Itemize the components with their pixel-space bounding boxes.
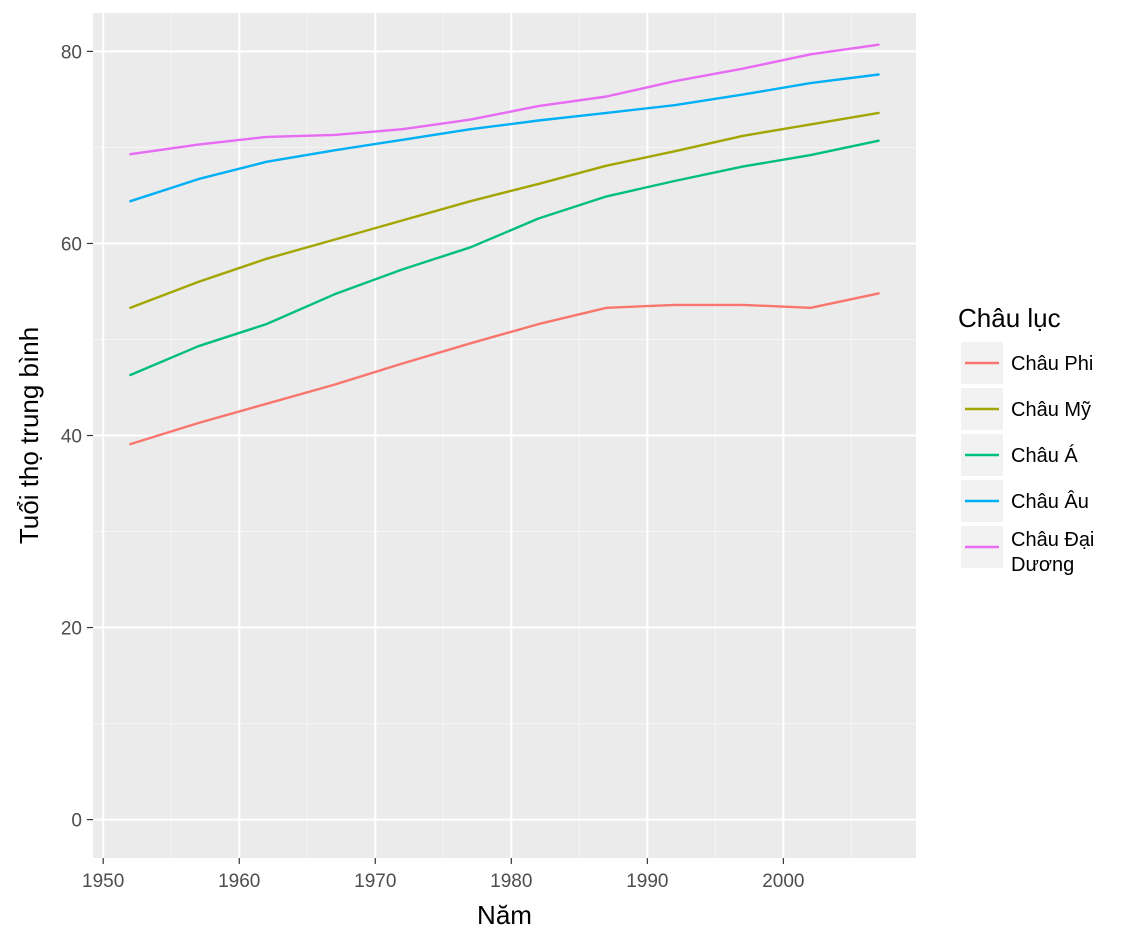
grid-major <box>93 13 916 858</box>
x-tick-label: 1990 <box>626 871 668 892</box>
series-line-4 <box>129 73 880 203</box>
y-tick-label: 60 <box>61 234 82 255</box>
series-line-5 <box>129 43 880 156</box>
x-tick-label: 1950 <box>82 871 124 892</box>
x-tick-label: 1970 <box>354 871 396 892</box>
legend-item: Châu Mỹ <box>961 388 1091 430</box>
legend-title: Châu lục <box>958 303 1061 333</box>
x-tick-label: 1960 <box>218 871 260 892</box>
series-line-2 <box>129 111 880 309</box>
legend-item: Châu Á <box>961 434 1078 476</box>
series-line-3 <box>129 139 880 377</box>
x-axis-title: Năm <box>477 900 532 930</box>
series-lines <box>129 43 880 446</box>
legend-item: Châu Phi <box>961 342 1093 384</box>
legend-items: Châu Phi Châu Mỹ Châu Á Châu Âu Châu Đại Dươn… <box>961 342 1094 576</box>
legend-label: Châu Á <box>1011 444 1078 467</box>
y-axis-title: Tuổi thọ trung bình <box>14 327 44 544</box>
legend-label: Châu Mỹ <box>1011 399 1091 421</box>
legend-label: Châu Âu <box>1011 490 1089 513</box>
x-tick-label: 1980 <box>490 871 532 892</box>
y-axis: 0 20 40 60 80 <box>61 42 93 832</box>
x-axis: 1950 1960 1970 1980 1990 2000 <box>82 858 805 892</box>
legend-label: Châu Phi <box>1011 353 1093 375</box>
series-line-1 <box>129 292 880 446</box>
legend-item: Châu Âu <box>961 480 1089 522</box>
legend-label: Châu Đại Dương <box>1011 529 1094 576</box>
y-tick-label: 80 <box>61 42 82 63</box>
y-tick-label: 0 <box>71 811 82 832</box>
y-tick-label: 40 <box>61 427 82 448</box>
x-tick-label: 2000 <box>762 871 804 892</box>
legend-item: Châu Đại Dương <box>961 526 1094 576</box>
y-tick-label: 20 <box>61 619 82 640</box>
